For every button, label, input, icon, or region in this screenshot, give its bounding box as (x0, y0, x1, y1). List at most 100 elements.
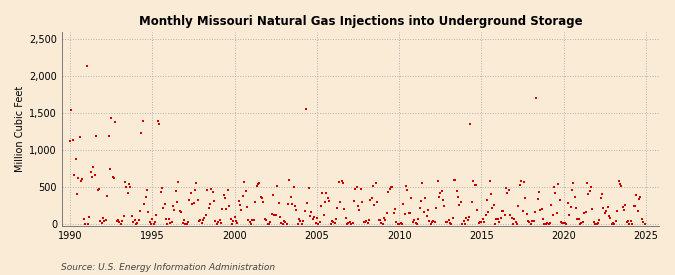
Point (450, 178, 461, 182)
Point (485, 192, 496, 196)
Point (618, 208, 629, 212)
Point (595, 196, 606, 200)
Point (351, 185, 362, 189)
Point (251, 184, 262, 189)
Point (97, 221, 107, 225)
Point (346, 221, 356, 226)
Point (421, 214, 432, 218)
Point (308, 215, 319, 219)
Point (244, 220, 255, 224)
Point (372, 200, 383, 204)
Point (295, 219, 306, 224)
Point (556, 220, 566, 225)
Point (521, 212, 532, 216)
Point (153, 119, 163, 123)
Point (122, 191, 133, 195)
Point (609, 221, 620, 226)
Point (439, 204, 450, 208)
Point (183, 220, 194, 224)
Point (299, 208, 310, 213)
Point (85, 170, 96, 174)
Point (232, 221, 243, 226)
Point (488, 203, 499, 207)
Point (591, 221, 602, 226)
Point (170, 189, 181, 193)
Point (493, 217, 504, 221)
Point (376, 221, 387, 225)
Point (94, 187, 105, 191)
Point (436, 188, 447, 193)
Point (238, 194, 248, 198)
Point (92, 187, 103, 192)
Point (348, 198, 359, 203)
Point (502, 191, 513, 196)
Point (280, 220, 291, 224)
Point (99, 219, 110, 223)
Point (167, 204, 178, 208)
Point (134, 208, 145, 213)
Point (396, 221, 407, 226)
Point (98, 216, 109, 220)
Point (335, 200, 346, 204)
Point (70, 156, 81, 161)
Point (198, 218, 209, 222)
Point (520, 196, 531, 200)
Point (275, 215, 286, 219)
Point (553, 182, 564, 186)
Point (572, 217, 583, 221)
Point (617, 205, 628, 209)
Point (118, 214, 129, 219)
Point (184, 198, 195, 202)
Point (147, 217, 158, 221)
Point (470, 183, 481, 188)
Point (466, 200, 477, 204)
Point (538, 217, 549, 221)
Point (178, 218, 189, 222)
Point (513, 204, 524, 208)
Point (284, 178, 295, 183)
Point (339, 207, 350, 211)
Point (202, 188, 213, 192)
Point (105, 167, 115, 172)
Point (121, 184, 132, 189)
Point (159, 202, 170, 206)
Point (585, 189, 595, 194)
Point (69, 173, 80, 177)
Point (207, 190, 218, 194)
Point (587, 207, 598, 211)
Point (508, 221, 518, 226)
Point (417, 181, 428, 185)
Point (526, 219, 537, 223)
Point (435, 191, 446, 195)
Point (590, 221, 601, 226)
Point (477, 217, 488, 221)
Point (182, 221, 192, 226)
Point (171, 200, 182, 204)
Point (425, 221, 436, 226)
Point (331, 216, 342, 221)
Point (616, 184, 626, 188)
Point (235, 202, 246, 207)
Point (603, 214, 614, 219)
Point (551, 211, 562, 216)
Point (394, 221, 404, 226)
Point (440, 220, 451, 224)
Point (635, 194, 646, 199)
Point (582, 181, 593, 186)
Point (535, 208, 546, 212)
Point (192, 198, 203, 203)
Point (68, 138, 78, 142)
Point (464, 214, 475, 219)
Point (329, 221, 340, 225)
Point (561, 221, 572, 226)
Point (169, 208, 180, 212)
Point (500, 213, 510, 218)
Point (269, 213, 280, 217)
Point (452, 188, 462, 193)
Point (377, 221, 388, 226)
Point (461, 216, 472, 220)
Point (76, 179, 86, 184)
Point (302, 201, 313, 205)
Point (475, 220, 485, 225)
Point (287, 202, 298, 207)
